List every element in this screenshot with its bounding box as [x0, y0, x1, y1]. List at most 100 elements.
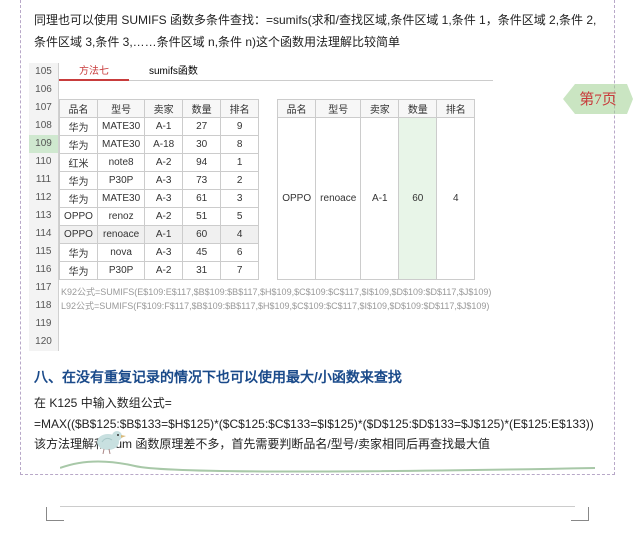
cell: 红米	[60, 154, 98, 172]
cell: 1	[221, 154, 259, 172]
row-header: 113	[29, 207, 59, 225]
row-header: 105	[29, 63, 59, 81]
table-row: OPPOrenoaceA-1604	[60, 226, 259, 244]
cell: 73	[183, 172, 221, 190]
tab-method7[interactable]: 方法七	[59, 63, 129, 80]
col-header: 型号	[98, 100, 145, 118]
table-row: 华为MATE30A-18308	[60, 136, 259, 154]
cell: 华为	[60, 172, 98, 190]
cell: OPPO	[278, 118, 316, 280]
cell: 7	[221, 262, 259, 280]
row-header: 106	[29, 81, 59, 99]
col-header: 数量	[399, 100, 437, 118]
cell: A-1	[145, 118, 183, 136]
row-header: 109	[29, 135, 59, 153]
cell: renoace	[316, 118, 361, 280]
table-row: OPPOrenoaceA-1604	[278, 118, 475, 280]
col-header: 数量	[183, 100, 221, 118]
cell: A-3	[145, 190, 183, 208]
cell: 27	[183, 118, 221, 136]
col-header: 品名	[60, 100, 98, 118]
row-header: 115	[29, 243, 59, 261]
cell: 华为	[60, 262, 98, 280]
table-row: 华为MATE30A-3613	[60, 190, 259, 208]
footer-rule	[60, 506, 575, 507]
table-row: 华为P30PA-3732	[60, 172, 259, 190]
cell: 9	[221, 118, 259, 136]
cell: 94	[183, 154, 221, 172]
table-row: 华为MATE30A-1279	[60, 118, 259, 136]
cell: 31	[183, 262, 221, 280]
cell: A-1	[361, 118, 399, 280]
cell: 5	[221, 208, 259, 226]
row-header: 120	[29, 333, 59, 351]
cell: P30P	[98, 172, 145, 190]
intro-text: 同理也可以使用 SUMIFS 函数多条件查找：=sumifs(求和/查找区域,条…	[29, 0, 606, 63]
row-headers: 1051061071081091101111121131141151161171…	[29, 63, 59, 351]
cell: A-3	[145, 244, 183, 262]
cell: 6	[221, 244, 259, 262]
cell: MATE30	[98, 136, 145, 154]
row-header: 107	[29, 99, 59, 117]
page-number-text: 第7页	[579, 90, 617, 108]
cell: A-2	[145, 262, 183, 280]
cell: renoace	[98, 226, 145, 244]
cell: OPPO	[60, 208, 98, 226]
table-row: 华为P30PA-2317	[60, 262, 259, 280]
cell: MATE30	[98, 190, 145, 208]
cell: MATE30	[98, 118, 145, 136]
cell: 4	[221, 226, 259, 244]
row-header: 111	[29, 171, 59, 189]
cell: OPPO	[60, 226, 98, 244]
table-row: OPPOrenozA-2515	[60, 208, 259, 226]
table-row: 华为novaA-3456	[60, 244, 259, 262]
cell: 华为	[60, 190, 98, 208]
cell: 华为	[60, 244, 98, 262]
col-header: 排名	[221, 100, 259, 118]
col-header: 品名	[278, 100, 316, 118]
col-header: 型号	[316, 100, 361, 118]
bird-decoration	[60, 444, 595, 479]
table-row: 红米note8A-2941	[60, 154, 259, 172]
section-8-title: 八、在没有重复记录的情况下也可以使用最大/小函数来查找	[29, 351, 606, 393]
crop-mark-bl	[46, 507, 64, 521]
row-header: 114	[29, 225, 59, 243]
row-header: 110	[29, 153, 59, 171]
col-header: 卖家	[145, 100, 183, 118]
row-header: 119	[29, 315, 59, 333]
cell: 61	[183, 190, 221, 208]
cell: A-2	[145, 154, 183, 172]
crop-mark-br	[571, 507, 589, 521]
row-header: 112	[29, 189, 59, 207]
cell: 8	[221, 136, 259, 154]
cell: 华为	[60, 118, 98, 136]
row-header: 108	[29, 117, 59, 135]
sheet-tabs: 方法七 sumifs函数	[59, 63, 493, 81]
right-table: 品名型号卖家数量排名 OPPOrenoaceA-1604	[277, 99, 475, 280]
cell: 60	[399, 118, 437, 280]
row-header: 117	[29, 279, 59, 297]
cell: 60	[183, 226, 221, 244]
cell: A-1	[145, 226, 183, 244]
cell: 2	[221, 172, 259, 190]
cell: P30P	[98, 262, 145, 280]
col-header: 卖家	[361, 100, 399, 118]
cell: 30	[183, 136, 221, 154]
row-header: 116	[29, 261, 59, 279]
cell: 华为	[60, 136, 98, 154]
cell: A-18	[145, 136, 183, 154]
cell: renoz	[98, 208, 145, 226]
tab-sumifs[interactable]: sumifs函数	[129, 63, 218, 80]
formula-text: K92公式=SUMIFS(E$109:E$117,$B$109:$B$117,$…	[59, 280, 493, 319]
left-table: 品名型号卖家数量排名 华为MATE30A-1279华为MATE30A-18308…	[59, 99, 259, 280]
cell: A-3	[145, 172, 183, 190]
row-header: 118	[29, 297, 59, 315]
page-number-badge: 第7页	[563, 78, 633, 120]
cell: nova	[98, 244, 145, 262]
spreadsheet: 1051061071081091101111121131141151161171…	[29, 63, 606, 351]
cell: 4	[437, 118, 475, 280]
cell: note8	[98, 154, 145, 172]
cell: 51	[183, 208, 221, 226]
cell: 3	[221, 190, 259, 208]
cell: A-2	[145, 208, 183, 226]
